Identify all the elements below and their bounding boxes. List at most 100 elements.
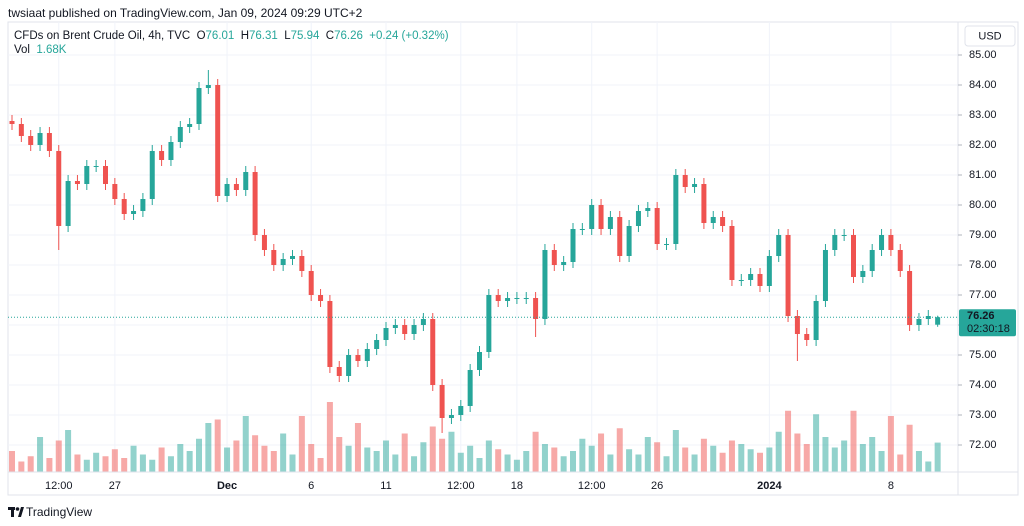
candle-body	[74, 181, 80, 184]
candle-body	[383, 328, 389, 340]
candle-body	[346, 355, 352, 376]
x-tick-label: 27	[109, 480, 121, 492]
y-tick-label: 75.00	[969, 349, 997, 361]
y-tick-label: 85.00	[969, 49, 997, 61]
volume-bar	[766, 447, 773, 472]
volume-bar	[65, 430, 72, 472]
volume-bar	[139, 454, 146, 472]
candle-body	[187, 124, 193, 127]
candle-body	[131, 211, 137, 214]
ohlc-value: 75.94	[290, 30, 320, 42]
volume-bar	[121, 458, 128, 472]
volume-bar	[822, 437, 829, 472]
candle-body	[467, 370, 473, 406]
candle-body	[18, 124, 24, 136]
y-tick-label: 81.00	[969, 169, 997, 181]
y-tick-label: 77.00	[969, 289, 997, 301]
x-tick-label: 12:00	[578, 480, 606, 492]
y-tick-label: 82.00	[969, 139, 997, 151]
candle-body	[813, 301, 819, 340]
candle-body	[355, 355, 361, 361]
volume-bar	[439, 438, 446, 472]
candle-body	[794, 316, 800, 334]
volume-bar	[308, 444, 315, 472]
candle-body	[430, 319, 436, 385]
volume-bar	[579, 438, 586, 472]
volume-bars	[9, 402, 941, 472]
candle-body	[93, 166, 99, 167]
candle-body	[299, 256, 305, 271]
volume-bar	[710, 445, 717, 472]
volume-bar	[205, 423, 212, 472]
volume-bar	[420, 442, 427, 472]
candle-body	[402, 325, 408, 334]
candle-body	[9, 121, 15, 124]
volume-bar	[102, 456, 109, 472]
grid	[8, 22, 958, 472]
candle-body	[907, 271, 913, 325]
volume-bar	[158, 447, 165, 472]
candle-body	[103, 166, 108, 184]
vol-key: Vol	[14, 44, 30, 56]
candle-body	[841, 235, 847, 236]
x-tick-label: 2024	[757, 480, 782, 492]
candle-body	[56, 151, 62, 226]
candle-body	[720, 217, 726, 226]
candle-body	[84, 166, 90, 184]
volume-bar	[289, 454, 296, 472]
volume-bar	[775, 431, 782, 472]
volume-bar	[906, 424, 913, 472]
volume-bar	[513, 459, 520, 472]
legend-row: CFDs on Brent Crude Oil, 4h, TVC O76.01 …	[14, 29, 449, 43]
volume-bar	[934, 442, 941, 472]
ohlc-value: 76.26	[334, 30, 363, 42]
footer-logo: TradingView	[26, 505, 93, 519]
candle-body	[196, 88, 202, 124]
volume-bar	[55, 440, 62, 472]
candle-body	[392, 325, 398, 328]
volume-bar	[635, 454, 642, 472]
candle-body	[757, 274, 763, 286]
candle-body	[888, 235, 894, 250]
candle-body	[626, 226, 632, 256]
volume-bar	[495, 449, 502, 472]
volume-bar	[682, 447, 689, 472]
candle-body	[374, 340, 380, 349]
candle-body	[28, 136, 34, 145]
candle-body	[738, 280, 744, 281]
volume-bar	[429, 426, 436, 472]
volume-bar	[532, 431, 539, 472]
volume-bar	[317, 458, 324, 472]
candle-body	[897, 250, 903, 271]
volume-bar	[869, 437, 876, 472]
x-tick-label: 6	[308, 480, 314, 492]
volume-bar	[476, 458, 483, 472]
candle-body	[860, 271, 866, 277]
candle-body	[280, 259, 286, 265]
candle-body	[635, 211, 641, 226]
y-tick-label: 84.00	[969, 79, 997, 91]
candle-body	[177, 127, 183, 142]
candle-body	[804, 334, 810, 340]
volume-bar	[224, 447, 231, 472]
volume-bar	[700, 438, 707, 472]
volume-bar	[46, 458, 53, 472]
candle-body	[205, 85, 211, 88]
currency-box[interactable]	[964, 25, 1016, 47]
volume-bar	[560, 456, 567, 472]
candle-body	[617, 217, 623, 256]
countdown: 02:30:18	[967, 323, 1010, 335]
volume-bar	[37, 437, 44, 472]
candle-body	[822, 250, 828, 301]
candle-body	[579, 229, 585, 230]
candle-body	[701, 184, 707, 223]
currency[interactable]: USD	[978, 30, 1001, 42]
volume-bar	[373, 451, 380, 472]
volume-bar	[280, 433, 287, 472]
volume-bar	[9, 451, 15, 472]
volume-bar	[252, 435, 259, 472]
volume-bar	[654, 442, 661, 472]
candle-body	[561, 262, 567, 265]
candle-body	[589, 205, 595, 229]
